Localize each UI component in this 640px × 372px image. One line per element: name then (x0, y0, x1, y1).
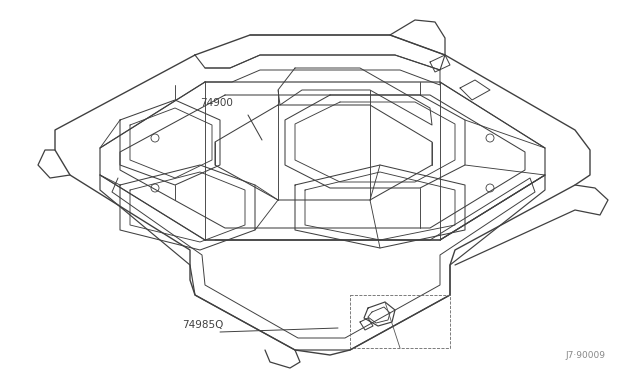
Text: J7·90009: J7·90009 (565, 351, 605, 360)
Text: 74985Q: 74985Q (182, 320, 223, 330)
Text: 74900: 74900 (200, 98, 233, 108)
